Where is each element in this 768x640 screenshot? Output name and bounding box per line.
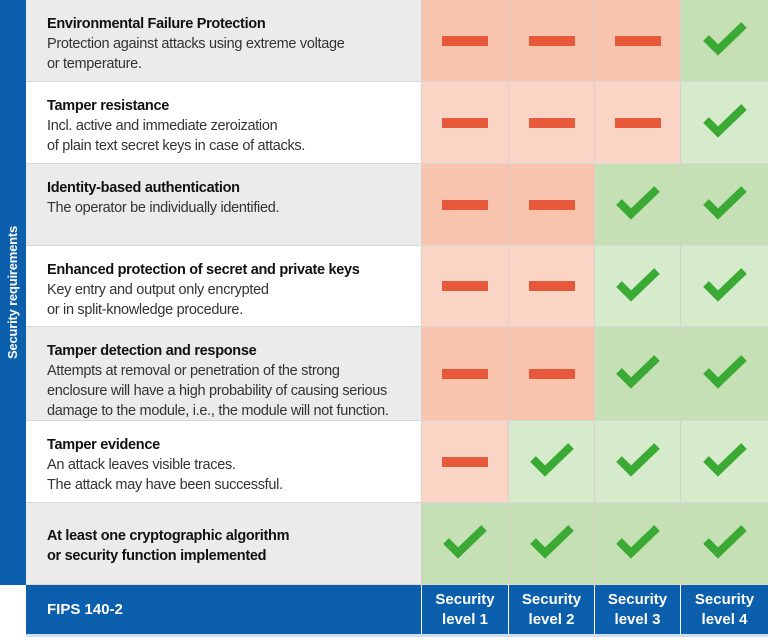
requirement-text: The operator be individually identified.: [47, 200, 280, 216]
level-4-cell: [680, 421, 768, 502]
level-2-cell: [508, 421, 594, 502]
requirement-title: Tamper detection and response: [47, 343, 257, 359]
requirement-description: Tamper detection and response Attempts at…: [26, 327, 421, 420]
level-4-cell: [680, 246, 768, 326]
footer-label: FIPS 140-2: [47, 601, 123, 618]
requirement-row: Environmental Failure Protection Protecti…: [26, 0, 768, 82]
check-icon: [702, 441, 748, 482]
footer-level-4: Security level 4: [680, 585, 768, 634]
dash-icon: [442, 117, 488, 128]
check-icon: [529, 523, 575, 564]
level-2-cell: [508, 327, 594, 420]
footer-level-2: Security level 2: [508, 585, 594, 634]
requirements-table: Environmental Failure Protection Protecti…: [26, 0, 768, 585]
requirement-text: of plain text secret keys in case of att…: [47, 138, 306, 154]
requirement-description: Tamper evidence An attack leaves visible …: [26, 421, 421, 502]
dash-icon: [614, 117, 661, 128]
check-icon: [702, 184, 748, 225]
footer-level-3: Security level 3: [594, 585, 680, 634]
requirement-title: Identity-based authentication: [47, 180, 240, 196]
check-icon: [702, 523, 748, 564]
check-icon: [615, 441, 661, 482]
check-icon: [529, 441, 575, 482]
dash-icon: [528, 35, 575, 46]
requirement-row: Tamper detection and response Attempts at…: [26, 327, 768, 421]
requirement-text: Key entry and output only encrypted: [47, 282, 269, 298]
dash-icon: [442, 281, 488, 291]
requirement-text: An attack leaves visible traces.: [47, 457, 236, 473]
level-3-cell: [594, 246, 680, 326]
level-3-cell: [594, 327, 680, 420]
level-1-cell: [421, 246, 508, 326]
level-3-cell: [594, 421, 680, 502]
requirement-text: or security function implemented: [47, 548, 267, 564]
dash-icon: [442, 199, 488, 210]
requirement-title: Tamper resistance: [47, 98, 169, 114]
check-icon: [615, 353, 661, 394]
requirement-title: Environmental Failure Protection: [47, 16, 266, 32]
level-3-cell: [594, 82, 680, 163]
level-3-cell: [594, 0, 680, 81]
level-2-cell: [508, 246, 594, 326]
requirement-title: Tamper evidence: [47, 437, 160, 453]
check-icon: [615, 266, 661, 307]
check-icon: [702, 266, 748, 307]
level-2-cell: [508, 503, 594, 584]
requirement-row: Identity-based authentication The operato…: [26, 164, 768, 246]
level-1-cell: [421, 421, 508, 502]
requirement-text: or in split-knowledge procedure.: [47, 302, 243, 318]
dash-icon: [528, 117, 575, 128]
dash-icon: [442, 368, 488, 379]
check-icon: [615, 523, 661, 564]
check-icon: [702, 353, 748, 394]
requirement-text: or temperature.: [47, 56, 142, 72]
requirement-text: enclosure will have a high probability o…: [47, 383, 387, 399]
dash-icon: [528, 199, 575, 210]
level-3-cell: [594, 503, 680, 584]
level-1-cell: [421, 503, 508, 584]
requirement-description: Tamper resistance Incl. active and immedi…: [26, 82, 421, 163]
sidebar-label: Security requirements: [5, 225, 21, 360]
requirement-text: The attack may have been successful.: [47, 477, 283, 493]
dash-icon: [614, 35, 661, 46]
requirement-description: Environmental Failure Protection Protecti…: [26, 0, 421, 81]
level-2-cell: [508, 164, 594, 245]
requirement-text: Protection against attacks using extreme…: [47, 36, 345, 52]
requirement-row: Tamper resistance Incl. active and immedi…: [26, 82, 768, 164]
dash-icon: [528, 368, 575, 379]
dash-icon: [528, 281, 575, 291]
level-4-cell: [680, 82, 768, 163]
level-3-cell: [594, 164, 680, 245]
level-1-cell: [421, 164, 508, 245]
check-icon: [442, 523, 488, 564]
footer-row: FIPS 140-2 Security level 1 Security level…: [26, 585, 768, 637]
level-2-cell: [508, 82, 594, 163]
level-1-cell: [421, 82, 508, 163]
dash-icon: [442, 35, 488, 46]
requirement-row: Enhanced protection of secret and privat…: [26, 246, 768, 327]
level-1-cell: [421, 327, 508, 420]
requirement-row: At least one cryptographic algorithm or s…: [26, 503, 768, 585]
requirement-description: At least one cryptographic algorithm or s…: [26, 503, 421, 584]
requirement-description: Enhanced protection of secret and privat…: [26, 246, 421, 326]
level-4-cell: [680, 327, 768, 420]
check-icon: [615, 184, 661, 225]
level-4-cell: [680, 164, 768, 245]
requirement-title: At least one cryptographic algorithm: [47, 528, 290, 544]
check-icon: [702, 20, 748, 61]
requirement-text: damage to the module, i.e., the module w…: [47, 403, 389, 419]
requirement-description: Identity-based authentication The operato…: [26, 164, 421, 245]
level-4-cell: [680, 503, 768, 584]
requirement-text: Attempts at removal or penetration of th…: [47, 363, 340, 379]
level-2-cell: [508, 0, 594, 81]
level-4-cell: [680, 0, 768, 81]
dash-icon: [442, 456, 488, 467]
security-requirements-sidebar: Security requirements: [0, 0, 26, 585]
requirement-row: Tamper evidence An attack leaves visible …: [26, 421, 768, 503]
check-icon: [702, 102, 748, 143]
level-1-cell: [421, 0, 508, 81]
footer-level-1: Security level 1: [421, 585, 508, 634]
requirement-title: Enhanced protection of secret and privat…: [47, 262, 360, 278]
requirement-text: Incl. active and immediate zeroization: [47, 118, 278, 134]
